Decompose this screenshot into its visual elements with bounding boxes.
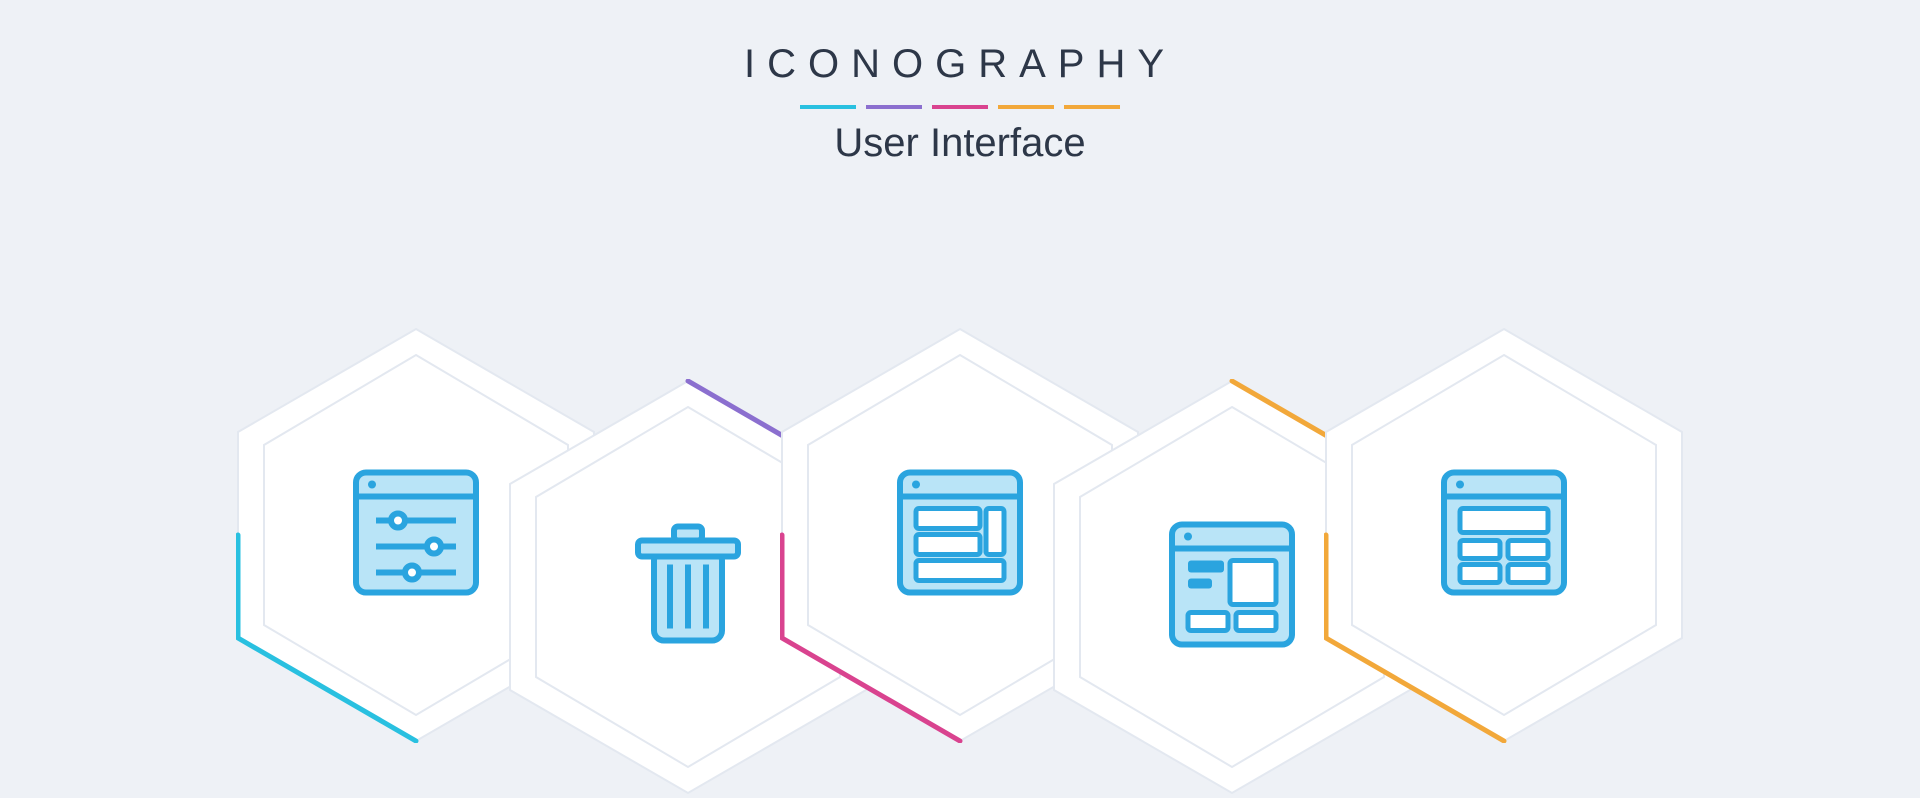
trash-icon	[624, 521, 752, 654]
divider-seg	[932, 105, 988, 109]
divider-seg	[998, 105, 1054, 109]
hex-tile	[1324, 327, 1684, 743]
divider-seg	[866, 105, 922, 109]
sliders-icon	[352, 469, 480, 602]
header: ICONOGRAPHY User Interface	[0, 0, 1920, 166]
page-subtitle: User Interface	[0, 121, 1920, 166]
layout-columns-icon	[1440, 469, 1568, 602]
page-title: ICONOGRAPHY	[0, 42, 1920, 87]
icon-row	[280, 275, 1640, 795]
divider-seg	[1064, 105, 1120, 109]
divider-seg	[800, 105, 856, 109]
divider	[0, 105, 1920, 109]
layout-right-icon	[896, 469, 1024, 602]
layout-left-icon	[1168, 521, 1296, 654]
